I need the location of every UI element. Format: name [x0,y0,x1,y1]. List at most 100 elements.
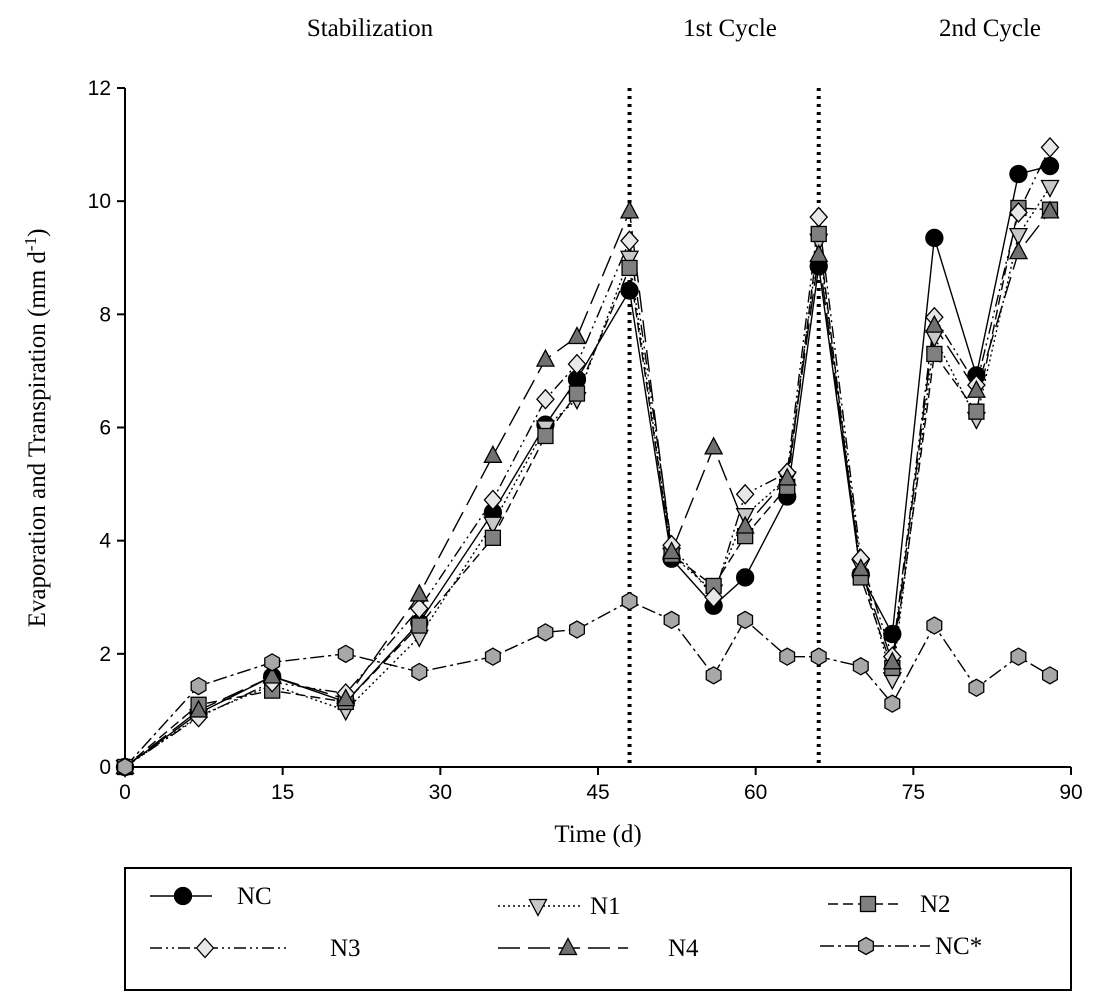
marker [924,314,944,333]
marker [926,345,943,363]
marker [884,694,901,713]
legend-label: NC* [935,933,982,960]
marker [483,489,503,511]
marker [537,427,554,445]
series-line [124,600,1051,768]
marker [483,444,503,463]
section-label: 2nd Cycle [939,15,1041,42]
marker [262,665,282,684]
marker [810,225,827,243]
marker [968,403,985,420]
marker [535,348,556,367]
marker [1010,647,1027,666]
legend-label: NC [237,883,272,910]
legend-marker [857,936,875,956]
marker [620,230,639,252]
marker [411,617,428,634]
marker [1040,156,1060,176]
marker [567,353,587,375]
marker [926,616,943,635]
y-label-sup: -1 [21,237,40,251]
section-label: 1st Cycle [683,15,777,42]
marker [620,281,639,300]
marker [810,647,827,666]
x-tick-label: 90 [1059,781,1082,804]
legend-marker [558,937,578,956]
marker [661,541,682,560]
marker [851,558,871,577]
marker [1008,227,1029,247]
y-tick-label: 10 [88,190,111,213]
marker [1041,666,1058,685]
marker [809,206,829,228]
marker [968,678,985,698]
marker [1040,136,1060,158]
marker [336,688,356,707]
marker [737,610,754,630]
marker [736,568,755,587]
marker [621,591,638,611]
series-line [124,147,1051,768]
legend-label: N1 [590,893,621,920]
series-line [124,186,1051,768]
series-line [124,208,1051,768]
x-tick-label: 75 [902,781,925,804]
legend-label: N2 [920,891,951,918]
marker [777,467,797,486]
y-label-text: Evaporation and Transpiration (mm d [24,251,51,628]
legend-marker [859,895,877,913]
x-tick-label: 15 [271,781,294,804]
marker [536,388,555,410]
marker [409,583,429,602]
marker [411,662,428,682]
marker [966,379,986,398]
marker [1040,200,1060,219]
marker [883,624,902,644]
legend-box [124,867,1072,991]
marker [704,436,724,455]
x-tick-label: 45 [586,781,609,804]
marker [484,647,501,666]
y-tick-label: 2 [99,643,111,666]
marker [568,620,585,639]
marker [882,651,902,670]
marker [568,385,586,402]
y-tick-label: 4 [99,530,111,553]
marker [337,644,354,664]
marker [925,228,944,248]
marker [1008,241,1029,260]
x-tick-label: 60 [744,781,767,804]
marker [735,515,755,534]
legend-label: N4 [668,935,699,962]
marker [621,259,638,277]
marker [735,483,755,505]
marker [188,699,209,718]
marker [484,529,502,546]
marker [619,200,640,219]
legend-marker [195,937,215,959]
marker [705,666,722,685]
marker [190,676,207,696]
x-axis-label: Time (d) [554,821,641,848]
legend-marker [528,898,548,917]
legend-label: N3 [330,935,361,962]
marker [619,250,640,269]
marker [704,586,723,608]
y-tick-label: 6 [99,417,111,440]
marker [409,598,429,620]
marker [1009,164,1028,184]
marker [1040,179,1060,198]
marker [663,610,680,630]
y-axis-label: Evaporation and Transpiration (mm d-1) [21,229,51,628]
marker [852,657,869,676]
marker [809,244,829,263]
y-tick-label: 8 [99,303,111,326]
marker [116,757,134,777]
marker [537,623,554,642]
marker [1009,202,1028,223]
x-tick-label: 0 [119,781,131,804]
marker [779,647,796,666]
marker [567,326,587,345]
